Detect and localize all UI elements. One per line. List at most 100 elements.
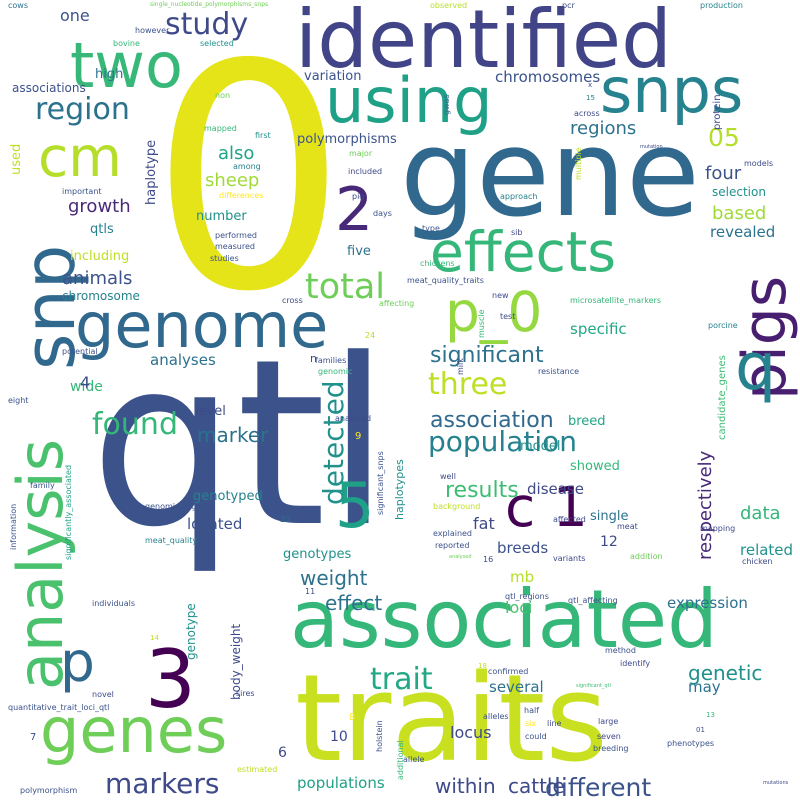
word-mapped: mapped xyxy=(204,124,237,133)
word-fat: fat xyxy=(473,514,495,533)
word-mutation: mutation xyxy=(640,144,663,150)
word-data: data xyxy=(740,503,781,524)
word-ten: 10 xyxy=(330,729,348,745)
word-information: information xyxy=(9,503,18,550)
word-type: type xyxy=(422,224,440,233)
word-resistance: resistance xyxy=(538,367,580,376)
word-traits: traits xyxy=(295,650,608,789)
word-sib: sib xyxy=(511,228,523,237)
word-eight: eight xyxy=(8,396,29,405)
word-qtl-affecting: qtl_affecting xyxy=(568,596,618,605)
word-fourteen: 14 xyxy=(150,634,159,642)
word-respectively: respectively xyxy=(695,450,716,560)
word-o5: 05 xyxy=(708,123,740,152)
word-six: six xyxy=(525,719,537,728)
word-genome: genome xyxy=(75,289,329,362)
word-well: well xyxy=(440,472,456,481)
word-model: model xyxy=(520,439,561,454)
word-half: half xyxy=(524,706,540,715)
word-families: families xyxy=(315,356,347,365)
word-chromosome: chromosome xyxy=(62,289,140,303)
word-mb: mb xyxy=(510,568,535,586)
word-breeds: breeds xyxy=(497,539,549,557)
word-associated: associated xyxy=(290,573,718,666)
word-regions: regions xyxy=(570,118,637,139)
word-single-nucleotide-polymorphisms-snps: single_nucleotide_polymorphisms_snps xyxy=(150,1,269,8)
word-found: found xyxy=(92,407,178,442)
word-studies: studies xyxy=(210,254,239,263)
word-genotypes: genotypes xyxy=(283,547,352,562)
word-gene: gene xyxy=(400,105,700,244)
word-significant-snps: significant_snps xyxy=(376,451,385,515)
word-q: q xyxy=(735,330,777,405)
word-alleles: alleles xyxy=(483,712,509,721)
word-muscle: muscle xyxy=(477,309,486,338)
word-cattle: cattle xyxy=(508,774,565,798)
word-twenty: 20 xyxy=(280,515,291,524)
word-genotyped: genotyped xyxy=(193,489,263,504)
word-analyzed: analyzed xyxy=(335,414,372,423)
word-measured: measured xyxy=(215,242,255,251)
word-effects: effects xyxy=(430,220,617,284)
word-revealed: revealed xyxy=(710,223,776,241)
word-related: related xyxy=(740,541,794,559)
word-three-big: 3 xyxy=(145,633,196,726)
word-six-digit: 6 xyxy=(278,745,287,761)
word-across: across xyxy=(574,109,600,118)
word-phenotypes: phenotypes xyxy=(667,739,715,748)
word-selected: selected xyxy=(200,39,234,48)
word-seven: seven xyxy=(597,732,621,741)
word-high: high xyxy=(95,67,124,82)
word-c-1: c 1 xyxy=(505,475,588,539)
word-four: four xyxy=(705,163,742,184)
word-protein: protein xyxy=(712,94,723,130)
word-markers: markers xyxy=(105,767,220,800)
word-also: also xyxy=(218,143,255,164)
word-gwas: gwas xyxy=(442,94,451,115)
word-used: used xyxy=(9,143,24,175)
word-trait: trait xyxy=(370,662,433,697)
word-association: association xyxy=(430,408,554,433)
word-method: method xyxy=(605,646,636,655)
word-five: five xyxy=(347,244,371,259)
word-quantitative-trait-loci-qtl: quantitative_trait_loci_qtl xyxy=(8,703,110,712)
word-qtl: qtl xyxy=(90,311,391,578)
word-associations: associations xyxy=(12,81,86,95)
word-important: important xyxy=(62,187,102,196)
word-cows: cows xyxy=(8,1,29,10)
word-twelve: 12 xyxy=(600,534,618,550)
word-one: one xyxy=(60,6,90,25)
word-background: background xyxy=(433,502,481,511)
word-genomic: genomic xyxy=(318,367,353,376)
word-p-0: p_0 xyxy=(445,280,543,344)
word-two: two xyxy=(70,29,183,102)
word-porcine: porcine xyxy=(708,321,738,330)
word-different: different xyxy=(545,773,652,800)
word-confirmed: confirmed xyxy=(488,667,529,676)
word-located: located xyxy=(187,515,243,533)
word-analysed: analysed xyxy=(449,554,472,560)
word-level: level xyxy=(195,404,226,419)
word-however: however xyxy=(135,26,170,35)
word-sixteen: 16 xyxy=(483,555,494,564)
word-family: family xyxy=(30,481,55,490)
word-variation: variation xyxy=(304,69,362,84)
word-genotype: genotype xyxy=(184,603,198,660)
word-p-left: p xyxy=(60,630,95,694)
word-haplotypes: haplotypes xyxy=(393,459,406,520)
word-four-digit: 4 xyxy=(80,373,91,392)
word-bovine: bovine xyxy=(113,39,140,48)
word-animals: animals xyxy=(62,268,133,289)
word-affecting: affecting xyxy=(379,299,415,308)
word-identify: identify xyxy=(620,659,651,668)
word-mutations: mutations xyxy=(763,780,789,786)
word-qtls: qtls xyxy=(90,222,114,237)
word-sires: sires xyxy=(236,689,255,698)
word-included: included xyxy=(348,167,383,176)
word-nine: 9 xyxy=(355,431,362,442)
word-new: new xyxy=(492,291,509,300)
word-loci: loci xyxy=(505,598,533,617)
word-chickens: chickens xyxy=(420,259,455,268)
word-growth: growth xyxy=(68,196,131,217)
